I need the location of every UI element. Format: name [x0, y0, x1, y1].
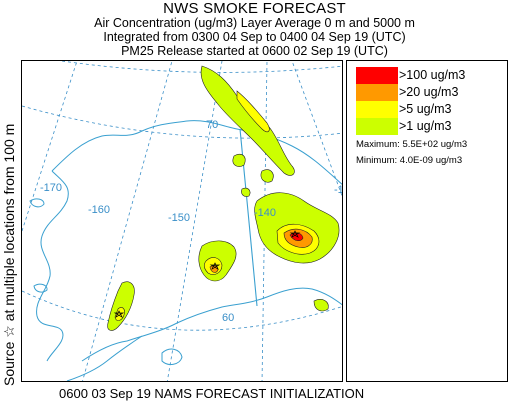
maximum-value: Maximum: 5.5E+02 ug/m3 — [356, 139, 468, 150]
legend-item-above-20: >20 ug/m3 — [356, 84, 506, 101]
alaska-peninsula — [66, 335, 143, 381]
map-title: NWS SMOKE FORECAST — [163, 0, 346, 17]
fire-source-star-east — [289, 230, 301, 238]
south-coast — [81, 287, 342, 362]
longitude-line-150 — [166, 61, 223, 381]
plume-north-arctic-core — [236, 90, 270, 133]
plume-coast-east — [313, 299, 329, 312]
fire-source-star-southwest — [113, 310, 125, 318]
latitude-label-60: 60 — [222, 312, 234, 324]
latitude-line-60 — [22, 290, 342, 331]
st-lawrence-island — [29, 198, 45, 208]
latitude-label-70: 70 — [206, 119, 218, 131]
smoke-map-canvas: -170 -160 -150 -140 -130 70 60 — [22, 61, 343, 381]
legend-label: >20 ug/m3 — [399, 85, 459, 99]
fire-source-star-central — [209, 262, 221, 270]
forecast-initialization-footer: 0600 03 Sep 19 NAMS FORECAST INITIALIZAT… — [59, 386, 365, 401]
plume-southwest — [107, 281, 135, 331]
fire-sources — [113, 230, 301, 318]
legend-panel: >100 ug/m3 >20 ug/m3 >5 ug/m3 >1 ug/m3 M… — [346, 60, 508, 382]
plume-yukon-scatter-c — [241, 187, 251, 197]
legend-swatch-red — [356, 67, 398, 84]
legend-label: >1 ug/m3 — [399, 119, 452, 133]
minimum-value: Minimum: 4.0E-09 ug/m3 — [356, 155, 463, 166]
longitude-label-150: -150 — [168, 212, 190, 224]
latitude-line-70 — [22, 105, 342, 139]
smoke-plumes — [107, 65, 340, 331]
latitude-line-80 — [61, 61, 342, 73]
longitude-label-140: -140 — [254, 207, 276, 219]
legend-swatch-lime — [356, 118, 398, 135]
map-subtitle-layer: Air Concentration (ug/m3) Layer Average … — [94, 16, 415, 30]
yukon-border — [239, 128, 258, 307]
legend-item-above-5: >5 ug/m3 — [356, 101, 506, 118]
legend-label: >100 ug/m3 — [399, 68, 466, 82]
legend-label: >5 ug/m3 — [399, 102, 452, 116]
plume-yukon-scatter-b — [260, 169, 274, 183]
longitude-label-160: -160 — [88, 204, 110, 216]
kodiak-island — [161, 348, 183, 365]
legend-item-above-100: >100 ug/m3 — [356, 67, 506, 84]
longitude-line-170 — [22, 61, 78, 232]
coordinate-labels: -170 -160 -150 -140 -130 70 60 — [40, 119, 343, 324]
nunivak-island — [33, 283, 48, 293]
longitude-line-160 — [82, 61, 173, 381]
legend-swatch-orange — [356, 84, 398, 101]
north-coast — [51, 120, 342, 185]
smoke-map: -170 -160 -150 -140 -130 70 60 — [21, 60, 343, 382]
legend-swatch-yellow — [356, 101, 398, 118]
longitude-line-130 — [291, 61, 342, 197]
plume-yukon-scatter-a — [232, 153, 246, 167]
legend-item-above-1: >1 ug/m3 — [356, 118, 506, 135]
coastlines — [29, 120, 342, 381]
map-subtitle-integration: Integrated from 0300 04 Sep to 0400 04 S… — [103, 30, 406, 44]
west-coast — [36, 170, 69, 362]
longitude-label-170: -170 — [40, 182, 62, 194]
source-side-label: Source ☆ at multiple locations from 100 … — [1, 123, 17, 386]
map-subtitle-release: PM25 Release started at 0600 02 Sep 19 (… — [121, 44, 388, 58]
longitude-label-130: -130 — [334, 184, 343, 196]
